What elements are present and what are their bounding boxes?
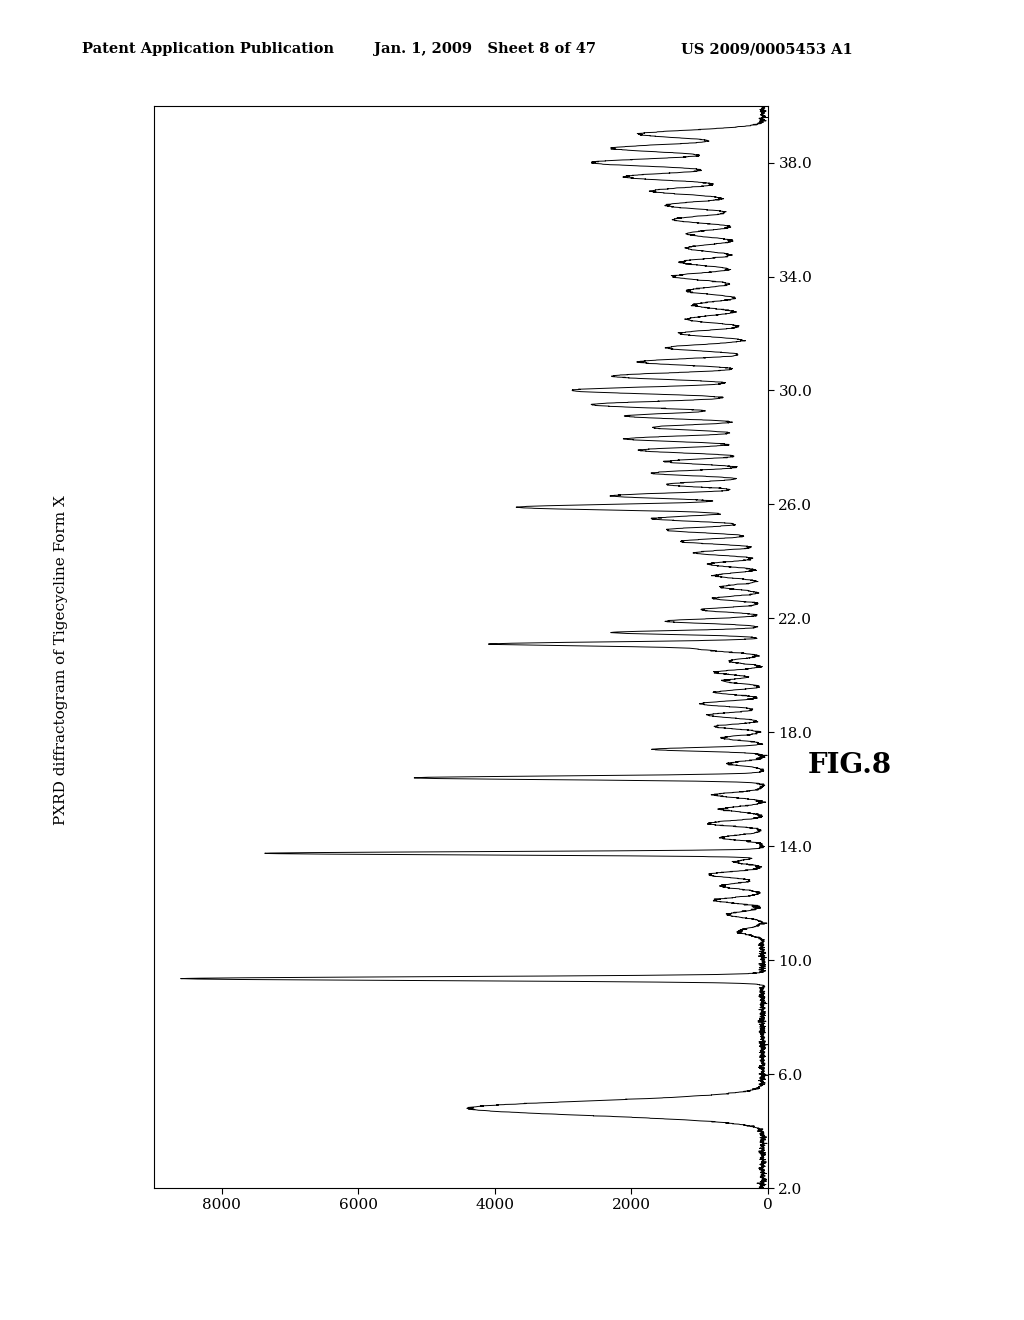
Text: Patent Application Publication: Patent Application Publication: [82, 42, 334, 57]
Text: FIG.8: FIG.8: [808, 752, 892, 779]
Text: US 2009/0005453 A1: US 2009/0005453 A1: [681, 42, 853, 57]
Text: PXRD diffractogram of Tigecycline Form X: PXRD diffractogram of Tigecycline Form X: [54, 495, 69, 825]
Text: Jan. 1, 2009   Sheet 8 of 47: Jan. 1, 2009 Sheet 8 of 47: [374, 42, 596, 57]
